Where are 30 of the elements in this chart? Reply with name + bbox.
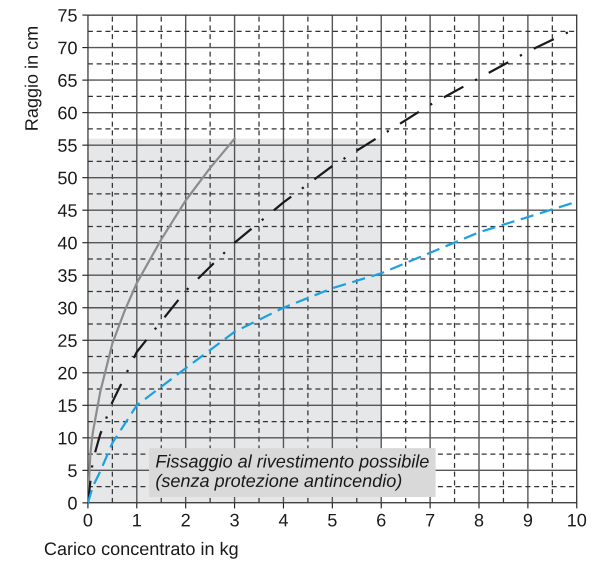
y-tick-label: 5 — [68, 464, 77, 478]
y-tick-label: 70 — [58, 42, 77, 54]
x-tick-label: 1 — [133, 514, 141, 526]
x-tick-label: 6 — [377, 514, 386, 527]
y-tick-label: 30 — [58, 302, 77, 314]
x-tick-label: 5 — [328, 514, 337, 527]
y-tick-label: 35 — [58, 269, 77, 282]
x-axis-title: Carico concentrato in kg — [44, 542, 238, 559]
y-tick-label: 45 — [58, 204, 77, 217]
y-tick-label: 65 — [58, 74, 77, 87]
x-tick-label: 8 — [474, 514, 484, 527]
y-tick-label: 55 — [58, 139, 77, 152]
y-tick-label: 60 — [58, 106, 77, 120]
y-tick-label: 50 — [58, 172, 77, 184]
y-tick-label: 10 — [58, 432, 77, 445]
x-tick-label: 4 — [278, 514, 288, 526]
x-tick-label: 7 — [426, 514, 434, 526]
y-tick-label: 40 — [58, 236, 77, 250]
x-tick-label: 10 — [568, 514, 586, 527]
annotation: Fissaggio al rivestimento possibile (senza protezione antincendio) — [156, 454, 429, 491]
y-tick-label: 15 — [58, 399, 77, 412]
x-tick-label: 0 — [84, 514, 92, 527]
x-tick-label: 3 — [230, 514, 239, 527]
y-tick-label: 25 — [58, 334, 77, 347]
x-tick-label: 9 — [524, 514, 532, 527]
x-tick-label: 2 — [182, 514, 190, 526]
y-axis-title: Raggio in cm — [24, 26, 42, 130]
y-tick-label: 75 — [58, 9, 77, 22]
y-tick-label: 20 — [58, 366, 77, 380]
y-tick-label: 0 — [68, 496, 77, 510]
